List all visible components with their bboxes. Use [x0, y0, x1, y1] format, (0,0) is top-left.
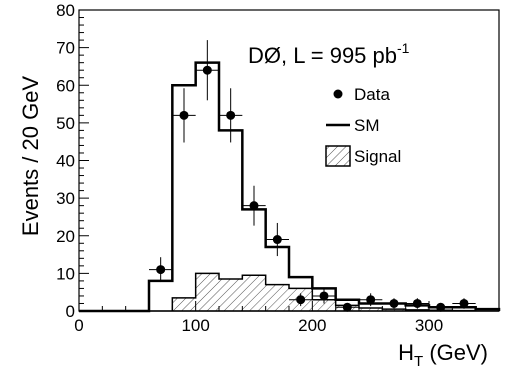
- data-marker: [226, 110, 236, 120]
- data-point: [452, 298, 476, 309]
- data-marker: [412, 298, 422, 308]
- x-title-main: H: [398, 340, 414, 365]
- y-tick-label: 50: [56, 114, 75, 133]
- data-point: [242, 185, 266, 226]
- y-tick-label: 30: [56, 189, 75, 208]
- experiment-label: DØ, L = 995 pb-1: [248, 40, 410, 68]
- data-point: [382, 298, 406, 309]
- data-marker: [436, 302, 446, 312]
- x-title-unit: (GeV): [423, 340, 488, 365]
- x-tick-label: 200: [298, 316, 326, 335]
- data-point: [289, 293, 313, 307]
- data-marker: [366, 295, 376, 305]
- data-marker: [179, 110, 189, 120]
- x-tick-label: 100: [181, 316, 209, 335]
- y-axis-title: Events / 20 GeV: [18, 76, 43, 237]
- sm-histogram: [79, 61, 501, 313]
- data-marker: [459, 298, 469, 308]
- x-tick-label: 300: [415, 316, 443, 335]
- data-marker: [342, 302, 352, 312]
- data-marker: [272, 235, 282, 245]
- data-point: [405, 298, 429, 309]
- y-tick-label: 70: [56, 39, 75, 58]
- data-marker: [389, 298, 399, 308]
- legend-label: Signal: [354, 147, 401, 166]
- x-axis-title: HT (GeV): [398, 340, 488, 370]
- data-point: [265, 222, 289, 257]
- legend-label: SM: [354, 116, 380, 135]
- data-point: [172, 88, 196, 143]
- y-tick-label: 0: [66, 302, 75, 321]
- data-point: [359, 293, 383, 307]
- data-marker: [249, 201, 259, 211]
- legend: Data SM Signal: [325, 85, 401, 167]
- data-point: [335, 302, 359, 312]
- y-tick-label: 20: [56, 227, 75, 246]
- data-marker: [202, 65, 212, 75]
- data-marker: [319, 291, 329, 301]
- y-tick-label: 80: [56, 1, 75, 20]
- signal-histogram: [79, 272, 499, 312]
- header-superscript: -1: [397, 40, 410, 56]
- y-tick-label: 10: [56, 264, 75, 283]
- plot-area: 0 10 20 30 40 50 60 70 80 0 100 200 300 Data SM Signal: [56, 1, 501, 335]
- legend-signal-box: [325, 145, 351, 167]
- data-point: [219, 88, 243, 143]
- data-marker: [296, 295, 306, 305]
- header-main: DØ, L = 995 pb: [248, 43, 397, 68]
- data-point: [312, 288, 336, 304]
- x-title-subscript: T: [414, 353, 423, 370]
- data-point: [149, 257, 173, 283]
- legend-label: Data: [354, 85, 390, 104]
- data-point: [195, 40, 219, 101]
- data-point: [429, 302, 453, 312]
- y-tick-label: 60: [56, 76, 75, 95]
- x-tick-label: 0: [74, 316, 83, 335]
- data-marker: [156, 265, 166, 275]
- legend-data-marker: [333, 89, 343, 99]
- y-tick-label: 40: [56, 152, 75, 171]
